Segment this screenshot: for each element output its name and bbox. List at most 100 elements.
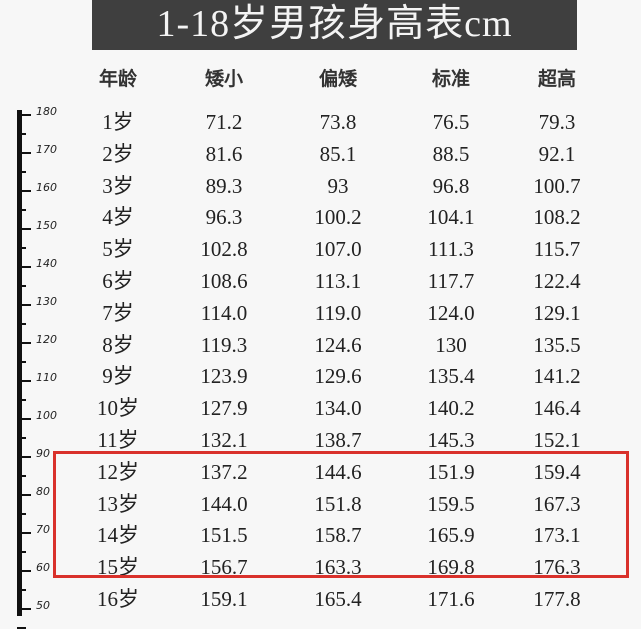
value-cell: 104.1 [427,205,475,230]
value-cell: 93 [327,173,349,198]
column-header: 超高 [537,68,576,90]
age-cell: 3岁 [102,173,134,198]
value-cell: 96.8 [432,173,470,198]
value-cell: 132.1 [200,428,248,452]
ruler-minor-tick [17,209,26,211]
table-row: 9岁 123.9 129.6 135.4 141.2 [0,361,641,391]
ruler-minor-tick [17,513,26,515]
ruler-tick [17,456,31,458]
age-cell: 9岁 [102,364,134,389]
value-cell: 152.1 [533,428,581,452]
value-cell: 114.0 [200,300,248,325]
value-cell: 134.0 [314,396,362,421]
value-cell: 119.3 [200,332,248,357]
ruler-tick [17,608,31,610]
value-cell: 71.2 [205,110,243,134]
ruler-label: 50 [36,599,50,612]
ruler-label: 170 [36,143,57,156]
table-header: 年龄 矮小 偏矮 标准 超高 [0,64,641,94]
table-row: 5岁 102.8 107.0 111.3 115.7 [0,234,641,264]
table-row: 1岁 71.2 73.8 76.5 79.3 [0,107,641,137]
age-cell: 2岁 [102,141,134,166]
value-cell: 144.6 [314,459,362,484]
value-cell: 124.6 [314,332,362,357]
height-ruler [17,110,22,616]
value-cell: 100.7 [533,173,581,198]
ruler-minor-tick [17,247,26,249]
ruler-label: 160 [36,181,57,194]
ruler-tick [17,152,31,154]
ruler-minor-tick [17,589,26,591]
value-cell: 113.1 [314,269,362,293]
value-cell: 117.7 [427,269,475,293]
ruler-minor-tick [17,399,26,401]
ruler-tick [17,190,31,192]
age-cell: 8岁 [102,332,134,357]
ruler-label: 100 [36,409,57,422]
value-cell: 108.2 [533,205,581,230]
value-cell: 89.3 [205,173,243,198]
age-cell: 4岁 [102,205,134,230]
ruler-label: 110 [36,371,57,384]
column-header: 标准 [431,68,470,90]
age-cell: 11岁 [97,428,139,452]
value-cell: 96.3 [205,205,243,230]
ruler-minor-tick [17,475,26,477]
value-cell: 137.2 [200,459,248,484]
ruler-label: 60 [36,561,50,574]
value-cell: 127.9 [200,396,248,421]
value-cell: 79.3 [538,110,576,134]
value-cell: 173.1 [533,523,581,548]
value-cell: 158.7 [314,523,362,548]
value-cell: 141.2 [533,364,581,389]
value-cell: 151.8 [314,491,362,516]
ruler-label: 90 [36,447,50,460]
age-cell: 6岁 [102,269,134,293]
value-cell: 159.1 [200,587,248,611]
value-cell: 122.4 [533,269,581,293]
ruler-minor-tick [17,551,26,553]
ruler-tick [17,304,31,306]
value-cell: 146.4 [533,396,581,421]
value-cell: 145.3 [427,428,475,452]
table-row: 12岁 137.2 144.6 151.9 159.4 [0,457,641,487]
value-cell: 138.7 [314,428,362,452]
ruler-label: 120 [36,333,57,346]
page-title: 1-18岁男孩身高表cm [92,0,577,50]
highlight-box [53,451,629,578]
ruler-minor-tick [17,171,26,173]
ruler-tick [17,114,31,116]
age-cell: 1岁 [102,110,134,134]
ruler-tick [17,266,31,268]
table-row: 13岁 144.0 151.8 159.5 167.3 [0,489,641,519]
ruler-minor-tick [17,437,26,439]
value-cell: 167.3 [533,491,581,516]
ruler-label: 80 [36,485,50,498]
ruler-minor-tick [17,323,26,325]
value-cell: 140.2 [427,396,475,421]
value-cell: 151.9 [427,459,475,484]
value-cell: 135.4 [427,364,475,389]
ruler-label: 70 [36,523,50,536]
column-header: 偏矮 [318,68,357,90]
value-cell: 171.6 [427,587,475,611]
value-cell: 108.6 [200,269,248,293]
value-cell: 73.8 [319,110,357,134]
value-cell: 88.5 [432,141,470,166]
ruler-tick [17,532,31,534]
table-row: 4岁 96.3 100.2 104.1 108.2 [0,202,641,232]
age-cell: 5岁 [102,237,134,262]
table-row: 7岁 114.0 119.0 124.0 129.1 [0,298,641,328]
ruler-minor-tick [17,133,26,135]
value-cell: 135.5 [533,332,581,357]
age-cell: 13岁 [97,491,139,516]
value-cell: 107.0 [314,237,362,262]
ruler-label: 150 [36,219,57,232]
value-cell: 129.1 [533,300,581,325]
ruler-tick [17,570,31,572]
table-row: 2岁 81.6 85.1 88.5 92.1 [0,139,641,169]
value-cell: 130 [435,332,467,357]
ruler-label: 130 [36,295,57,308]
value-cell: 144.0 [200,491,248,516]
value-cell: 111.3 [428,237,474,262]
